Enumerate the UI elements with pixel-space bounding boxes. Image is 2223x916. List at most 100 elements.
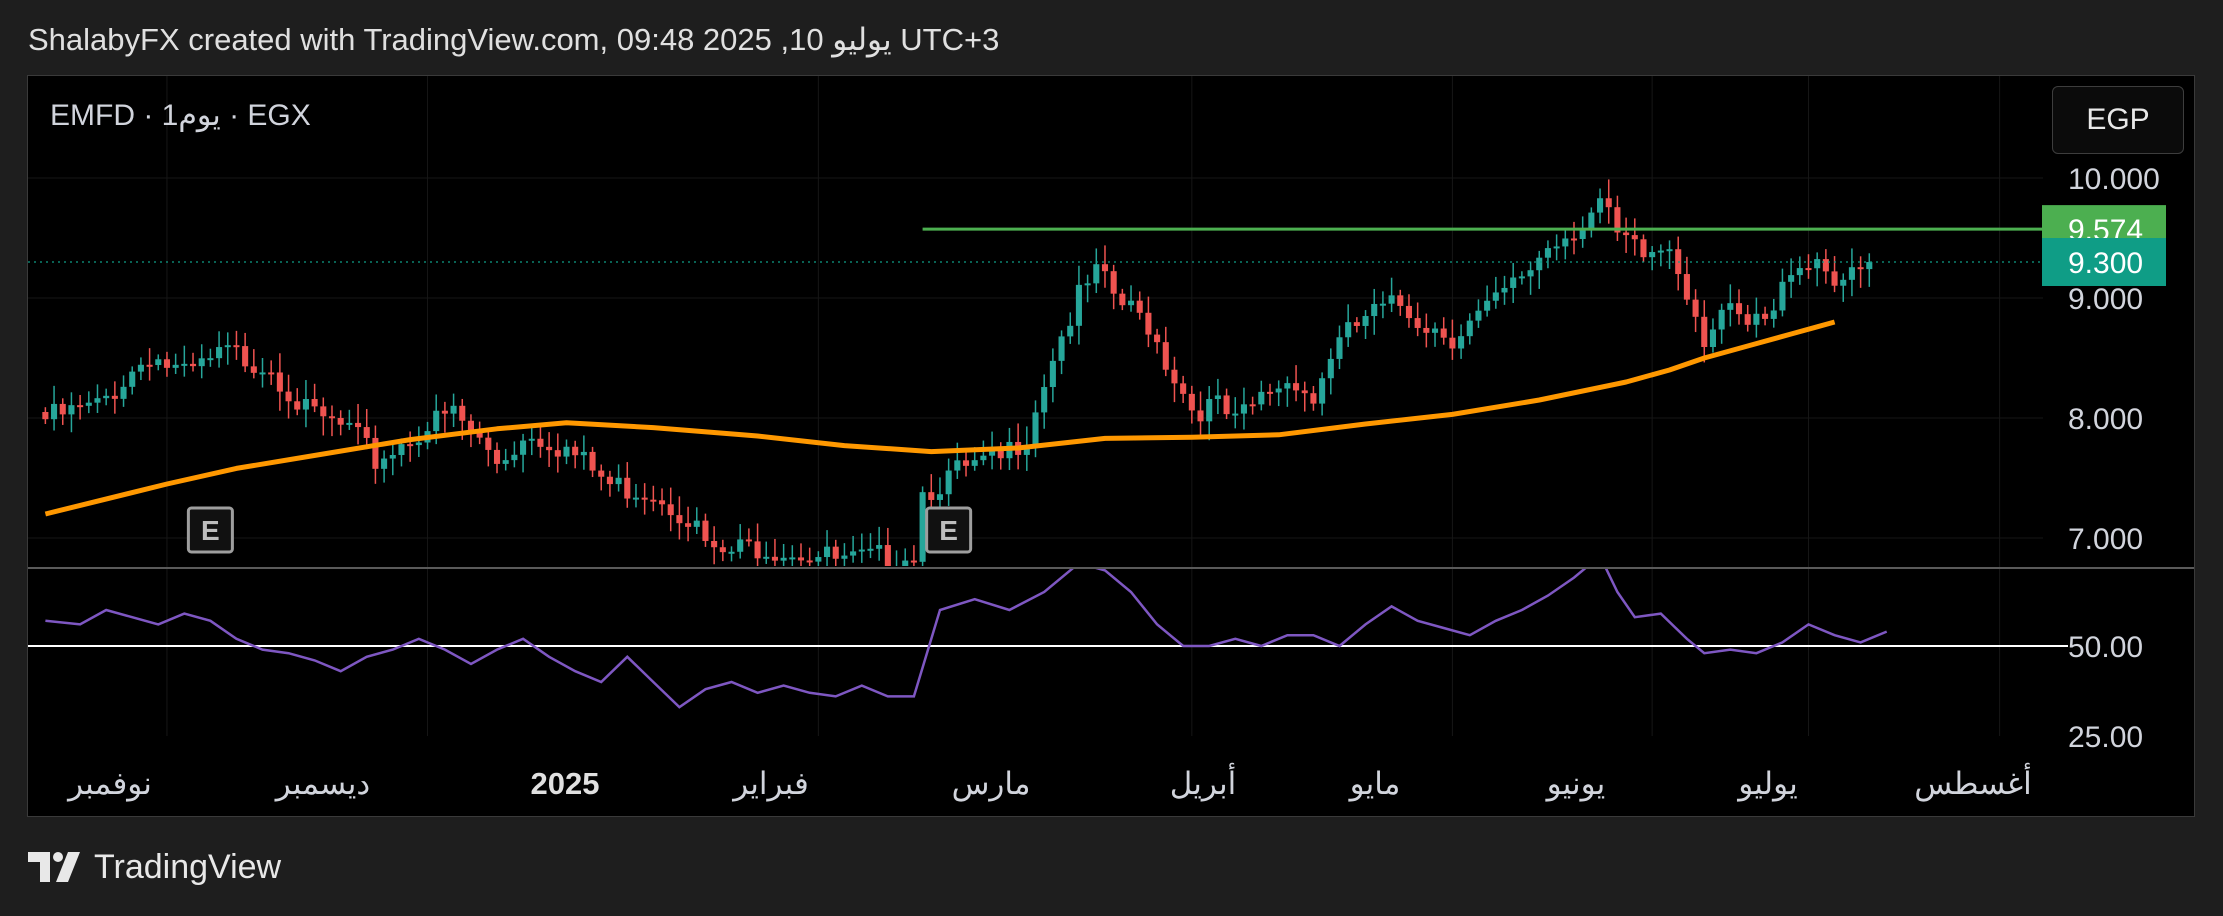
- candle-body: [1301, 390, 1308, 394]
- candle-body: [1744, 314, 1751, 325]
- candle-body: [441, 410, 448, 414]
- candle-body: [980, 455, 987, 461]
- candle-body: [693, 520, 700, 527]
- candle-body: [554, 450, 561, 457]
- candle-body: [407, 444, 414, 447]
- candle-body: [1067, 325, 1074, 337]
- candle-body: [1649, 252, 1656, 258]
- candle-body: [945, 470, 952, 495]
- candle-body: [1188, 393, 1195, 411]
- candle-body: [493, 449, 501, 464]
- candle-body: [207, 358, 214, 361]
- candle-body: [1032, 412, 1039, 446]
- candle-body: [120, 386, 127, 399]
- candle-body: [1049, 360, 1056, 388]
- candle-body: [1623, 232, 1630, 236]
- candle-body: [311, 399, 318, 407]
- candle-body: [685, 523, 692, 527]
- candle-body: [77, 405, 84, 408]
- candle-body: [68, 405, 75, 415]
- candle-body: [450, 405, 457, 414]
- candle-body: [1570, 238, 1578, 241]
- candle-body: [259, 372, 266, 375]
- candle-body: [1058, 336, 1065, 361]
- candle-body: [910, 560, 917, 563]
- candle-body: [1762, 313, 1769, 319]
- time-axis-label-7: يونيو: [1545, 766, 1606, 802]
- candle-body: [242, 346, 249, 367]
- chart-area[interactable]: E E 10.000 9.000 8.000 7.000 50.00 25.00 9.574 9.…: [27, 75, 2195, 817]
- candle-body: [858, 549, 865, 552]
- candle-body: [928, 492, 935, 500]
- candle-body: [189, 363, 197, 367]
- candle-body: [146, 364, 153, 367]
- candle-body: [1735, 303, 1743, 315]
- tradingview-logo-icon: [28, 851, 80, 882]
- candle-body: [181, 363, 188, 366]
- candle-body: [658, 500, 666, 505]
- candle-body: [328, 416, 336, 419]
- candle-body: [1371, 303, 1378, 317]
- candle-body: [589, 451, 596, 471]
- candle-body: [198, 358, 205, 367]
- candle-body: [1718, 309, 1725, 330]
- candle-body: [51, 403, 58, 420]
- candle-body: [989, 449, 996, 456]
- candle-body: [902, 560, 909, 566]
- candle-body: [745, 539, 752, 542]
- candle-body: [1154, 334, 1161, 343]
- footer-brand[interactable]: TradingView: [28, 848, 281, 887]
- candle-body: [1101, 264, 1109, 272]
- candle-body: [789, 557, 796, 560]
- candle-body: [103, 395, 110, 399]
- candle-body: [520, 440, 527, 455]
- time-axis-label-3: فبراير: [731, 766, 809, 802]
- candle-body: [537, 438, 544, 447]
- candle-body: [302, 399, 309, 410]
- price-tick-label-0: 10.000: [2068, 163, 2160, 196]
- candle-body: [59, 403, 66, 415]
- candle-body: [815, 557, 822, 562]
- candle-body: [1866, 262, 1873, 270]
- candle-body: [224, 345, 231, 348]
- candle-body: [1414, 318, 1421, 328]
- candle-body: [850, 551, 857, 556]
- candle-body: [250, 366, 257, 373]
- candle-body: [1423, 327, 1430, 333]
- moving-average-line: [44, 319, 1836, 517]
- candle-body: [1327, 358, 1334, 379]
- candle-body: [615, 477, 622, 485]
- candle-body: [1857, 267, 1864, 270]
- candle-body: [832, 546, 839, 559]
- chart-canvas[interactable]: E E10.0009.0008.0007.00050.0025.009.5749.…: [28, 76, 2195, 817]
- candle-body: [1527, 270, 1534, 277]
- time-axis-label-9: أغسطس: [1914, 763, 2031, 802]
- candle-body: [1796, 268, 1803, 276]
- candle-body: [711, 540, 718, 548]
- candle-body: [824, 546, 831, 558]
- candle-body: [997, 449, 1004, 459]
- candle-body: [667, 504, 674, 516]
- candle-body: [346, 422, 353, 425]
- time-axis-label-6: مايو: [1348, 766, 1401, 802]
- candle-body: [737, 539, 744, 552]
- candle-body: [129, 371, 136, 387]
- candle-body: [1397, 295, 1404, 306]
- time-axis-label-2: 2025: [531, 766, 600, 801]
- candle-body: [1492, 292, 1499, 301]
- time-axis-label-8: يوليو: [1736, 766, 1797, 802]
- candle-body: [1822, 259, 1829, 272]
- candle-body: [676, 515, 683, 524]
- candle-body: [563, 446, 570, 457]
- earnings-marker-label-1: E: [939, 515, 958, 546]
- candle-body: [1831, 271, 1838, 286]
- symbol-legend[interactable]: EMFD · 1يوم · EGX: [50, 99, 311, 132]
- candle-body: [867, 548, 874, 551]
- candle-body: [1788, 275, 1795, 282]
- candle-body: [1075, 284, 1082, 326]
- candle-body: [467, 420, 474, 431]
- candle-body: [1232, 413, 1239, 416]
- candle-body: [216, 347, 223, 359]
- currency-button[interactable]: EGP: [2052, 86, 2184, 154]
- candle-body: [398, 444, 405, 456]
